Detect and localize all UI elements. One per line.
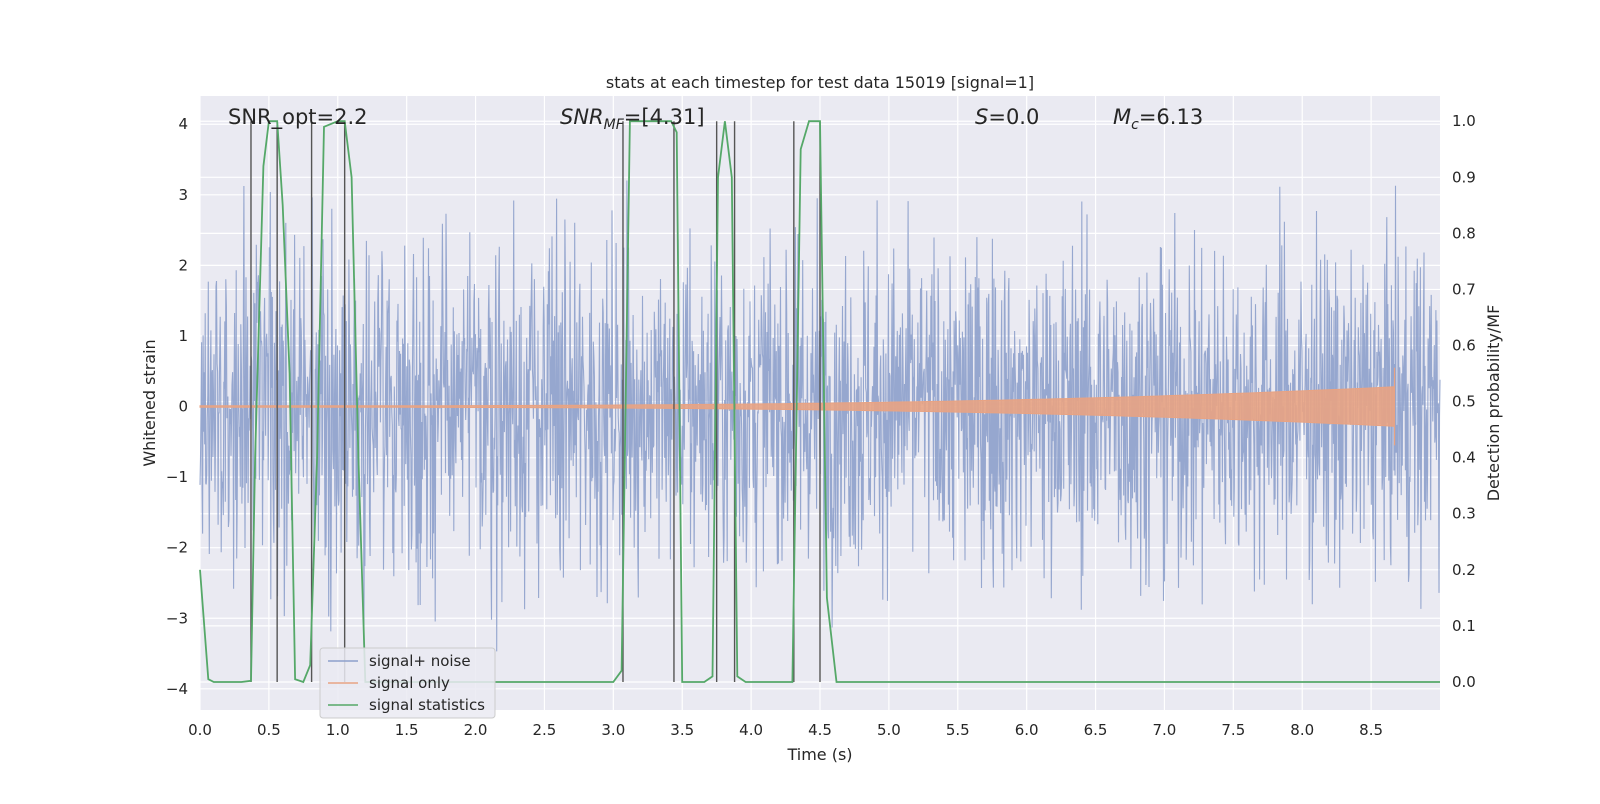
y-right-tick-label: 0.2 xyxy=(1452,561,1476,579)
y-left-tick-label: 3 xyxy=(178,186,188,204)
x-tick-label: 0.5 xyxy=(257,721,281,739)
x-tick-label: 8.0 xyxy=(1290,721,1314,739)
annotation-s: S=0.0 xyxy=(975,105,1039,129)
y-right-tick-label: 0.5 xyxy=(1452,393,1476,411)
annotation-snr-mf: SNRMF=[4.31] xyxy=(560,105,705,133)
y-left-tick-label: −1 xyxy=(166,468,188,486)
y-right-tick-label: 0.8 xyxy=(1452,224,1476,242)
s-value: =0.0 xyxy=(988,105,1039,129)
vertical-lines xyxy=(250,121,821,682)
x-tick-label: 7.5 xyxy=(1221,721,1245,739)
x-tick-label: 6.5 xyxy=(1084,721,1108,739)
legend-label-noise: signal+ noise xyxy=(369,652,471,670)
y-left-tick-label: 4 xyxy=(178,115,188,133)
legend-label-stats: signal statistics xyxy=(369,696,485,714)
x-tick-label: 1.0 xyxy=(326,721,350,739)
y-axis-left-ticks: 4 3 2 1 0 −1 −2 −3 −4 xyxy=(166,115,188,698)
x-tick-label: 2.0 xyxy=(464,721,488,739)
y-right-tick-label: 1.0 xyxy=(1452,112,1476,130)
y-right-tick-label: 0.6 xyxy=(1452,337,1476,355)
x-tick-label: 7.0 xyxy=(1153,721,1177,739)
y-left-tick-label: −4 xyxy=(166,680,188,698)
y-left-tick-label: −2 xyxy=(166,539,188,557)
snr-mf-symbol: SNR xyxy=(560,105,604,129)
legend: signal+ noise signal only signal statist… xyxy=(319,647,496,719)
y-left-tick-label: 0 xyxy=(178,398,188,416)
x-tick-label: 4.5 xyxy=(808,721,832,739)
x-tick-label: 4.0 xyxy=(739,721,763,739)
x-tick-label: 3.5 xyxy=(670,721,694,739)
x-tick-label: 6.0 xyxy=(1015,721,1039,739)
y-right-tick-label: 0.3 xyxy=(1452,505,1476,523)
snr-mf-subscript: MF xyxy=(604,117,625,133)
x-tick-label: 3.0 xyxy=(601,721,625,739)
y-right-tick-label: 0.9 xyxy=(1452,168,1476,186)
x-tick-label: 1.5 xyxy=(395,721,419,739)
legend-box xyxy=(319,647,496,719)
y-left-tick-label: 1 xyxy=(178,327,188,345)
y-left-tick-label: 2 xyxy=(178,256,188,274)
mc-subscript: c xyxy=(1131,117,1139,133)
x-tick-label: 5.0 xyxy=(877,721,901,739)
x-tick-label: 2.5 xyxy=(533,721,557,739)
y-right-tick-label: 0.4 xyxy=(1452,449,1476,467)
x-axis-label: Time (s) xyxy=(786,745,852,764)
mc-symbol: M xyxy=(1113,105,1131,129)
y-axis-left-label: Whitened strain xyxy=(140,339,159,466)
x-tick-label: 0.0 xyxy=(188,721,212,739)
y-right-tick-label: 0.1 xyxy=(1452,617,1476,635)
legend-label-signal: signal only xyxy=(369,674,450,692)
snr-mf-value: =[4.31] xyxy=(624,105,705,129)
y-axis-right-ticks: 1.0 0.9 0.8 0.7 0.6 0.5 0.4 0.3 0.2 0.1 0.0 xyxy=(1452,112,1476,691)
x-tick-label: 5.5 xyxy=(946,721,970,739)
chart-title: stats at each timestep for test data 150… xyxy=(606,73,1034,92)
x-tick-label: 8.5 xyxy=(1359,721,1383,739)
s-symbol: S xyxy=(975,105,988,129)
x-axis-ticks: 0.0 0.5 1.0 1.5 2.0 2.5 3.0 3.5 4.0 4.5 5.0 5.5 6.0 6… xyxy=(188,721,1383,739)
y-axis-right-label: Detection probability/MF xyxy=(1484,305,1503,502)
annotation-snr-opt: SNR_opt=2.2 xyxy=(228,105,368,130)
y-left-tick-label: −3 xyxy=(166,609,188,627)
y-right-tick-label: 0.7 xyxy=(1452,280,1476,298)
mc-value: =6.13 xyxy=(1139,105,1203,129)
y-right-tick-label: 0.0 xyxy=(1452,673,1476,691)
annotation-mc: Mc=6.13 xyxy=(1113,105,1203,133)
